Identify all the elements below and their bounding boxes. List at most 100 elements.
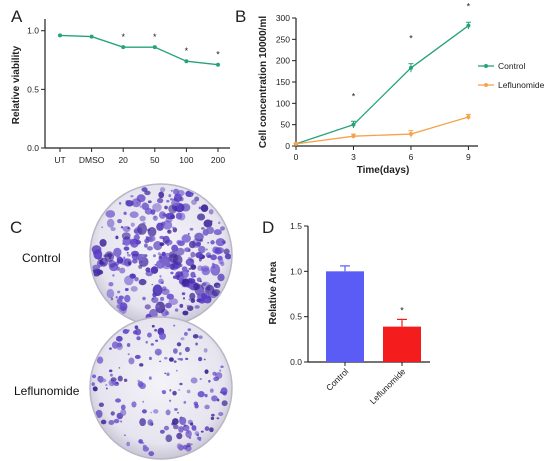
colony — [194, 403, 199, 409]
colony — [130, 222, 135, 227]
colony — [197, 391, 205, 398]
colony — [211, 289, 221, 297]
colony — [159, 332, 166, 340]
colony — [111, 380, 117, 385]
colony — [141, 187, 148, 192]
colony — [151, 296, 159, 304]
colony — [190, 422, 194, 426]
colony — [168, 298, 179, 306]
chart-d-bar — [326, 271, 364, 362]
colony — [183, 297, 185, 300]
chart-b-x-tick-label: 0 — [294, 152, 299, 162]
colony — [165, 252, 170, 257]
chart-a-significance: * — [121, 32, 125, 42]
colony — [182, 424, 190, 431]
colony — [156, 197, 164, 204]
colony — [177, 411, 179, 414]
colony — [217, 273, 225, 282]
colony — [122, 225, 131, 233]
colony — [190, 377, 198, 384]
colony — [152, 203, 162, 212]
colony — [136, 253, 147, 262]
colony — [161, 258, 170, 266]
colony — [127, 261, 132, 266]
colony — [180, 337, 185, 341]
colony — [106, 218, 115, 228]
colony — [98, 376, 101, 378]
colony — [186, 442, 191, 448]
colony — [176, 189, 185, 197]
colony — [94, 268, 102, 274]
colony — [204, 298, 210, 304]
colony — [105, 387, 108, 390]
colony — [154, 328, 158, 332]
chart-b-significance: * — [409, 34, 413, 44]
colony — [103, 254, 108, 258]
legend-label: Control — [498, 61, 526, 71]
colony — [117, 290, 121, 294]
colony — [113, 247, 122, 257]
colony — [169, 198, 174, 201]
colony — [165, 302, 172, 309]
chart-d-bar — [383, 326, 421, 362]
colony — [119, 420, 123, 423]
colony — [213, 229, 222, 236]
chart-b-y-tick-label: 300 — [276, 13, 290, 23]
colony — [147, 419, 153, 426]
colony — [96, 356, 104, 364]
colony — [117, 375, 123, 382]
dish-leflunomide — [89, 316, 233, 460]
chart-b-y-tick-label: 200 — [276, 56, 290, 66]
colony — [152, 254, 156, 258]
colony — [155, 301, 166, 314]
colony — [208, 209, 214, 215]
colony — [184, 346, 190, 353]
colony — [120, 404, 126, 411]
colony — [98, 402, 105, 407]
colony — [116, 343, 123, 351]
colony — [128, 357, 135, 365]
colony — [190, 298, 196, 303]
colony — [169, 399, 172, 402]
colony — [199, 239, 204, 242]
chart-a-y-label: Relative viability — [11, 45, 22, 124]
colony — [157, 252, 161, 256]
colony — [115, 296, 118, 299]
colony — [152, 284, 163, 297]
colony — [186, 389, 191, 394]
colony — [131, 401, 137, 408]
colony — [123, 378, 128, 382]
colony — [216, 398, 220, 402]
colony — [187, 328, 192, 332]
colony — [168, 194, 172, 198]
chart-b-significance: * — [352, 91, 356, 101]
colony — [123, 434, 126, 437]
colony — [176, 247, 185, 256]
colony — [203, 348, 208, 353]
colony — [159, 360, 162, 363]
colony — [170, 189, 173, 192]
colony — [198, 245, 206, 254]
colony — [181, 292, 186, 296]
colony — [119, 267, 126, 274]
colony — [188, 240, 196, 249]
colony — [200, 280, 202, 283]
colony — [182, 444, 188, 450]
colony — [181, 266, 188, 272]
colony — [147, 332, 152, 338]
colony — [224, 253, 231, 260]
colony — [218, 221, 221, 225]
colony — [204, 404, 210, 410]
colony — [163, 425, 170, 431]
colony — [176, 443, 182, 449]
colony — [110, 226, 116, 232]
colony — [194, 232, 204, 242]
leflunomide-colonies — [91, 324, 228, 457]
colony — [172, 390, 177, 396]
colony — [168, 204, 178, 214]
colony — [152, 215, 158, 221]
colony — [209, 427, 214, 433]
chart-d-y-tick-label: 0.5 — [290, 312, 302, 322]
chart-d-y-tick-label: 0.0 — [290, 357, 302, 367]
colony — [178, 426, 184, 433]
